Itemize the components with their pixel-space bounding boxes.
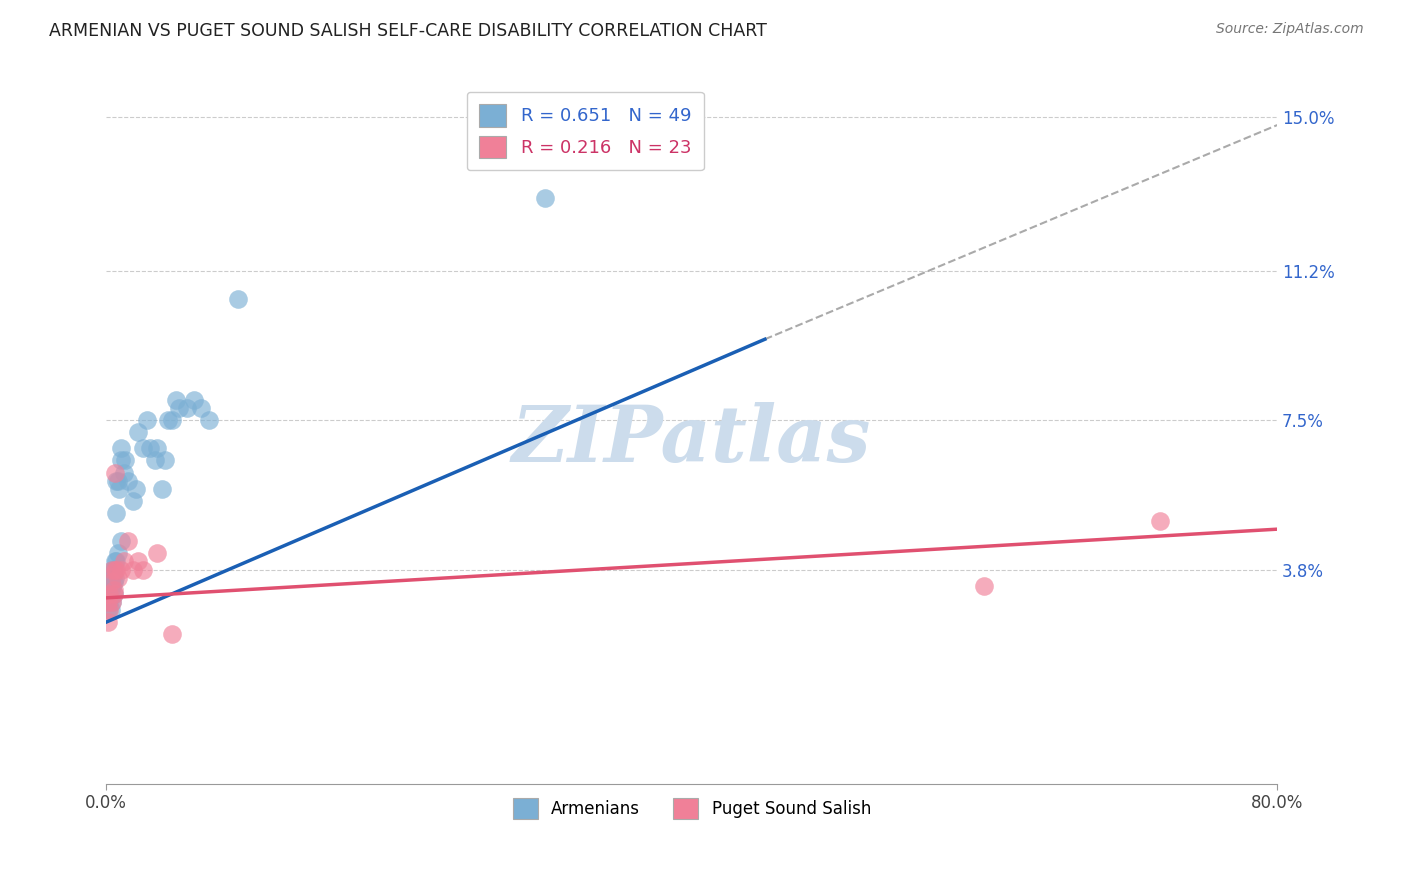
Point xyxy=(104,466,127,480)
Point xyxy=(534,191,557,205)
Point xyxy=(101,595,124,609)
Point xyxy=(98,595,121,609)
Point xyxy=(146,442,169,456)
Point xyxy=(117,534,139,549)
Text: Source: ZipAtlas.com: Source: ZipAtlas.com xyxy=(1216,22,1364,37)
Point xyxy=(160,627,183,641)
Point xyxy=(110,563,132,577)
Point xyxy=(100,574,122,589)
Point xyxy=(110,453,132,467)
Point xyxy=(226,292,249,306)
Point xyxy=(156,413,179,427)
Point xyxy=(114,453,136,467)
Point xyxy=(97,595,120,609)
Point xyxy=(101,563,124,577)
Point xyxy=(107,474,129,488)
Point xyxy=(101,595,124,609)
Text: ARMENIAN VS PUGET SOUND SALISH SELF-CARE DISABILITY CORRELATION CHART: ARMENIAN VS PUGET SOUND SALISH SELF-CARE… xyxy=(49,22,768,40)
Point xyxy=(139,442,162,456)
Point xyxy=(105,563,128,577)
Point xyxy=(104,554,127,568)
Legend: Armenians, Puget Sound Salish: Armenians, Puget Sound Salish xyxy=(506,792,877,825)
Point xyxy=(98,587,121,601)
Point xyxy=(176,401,198,415)
Point xyxy=(107,546,129,560)
Point xyxy=(153,453,176,467)
Point xyxy=(105,554,128,568)
Point xyxy=(169,401,191,415)
Point xyxy=(104,563,127,577)
Point xyxy=(98,587,121,601)
Point xyxy=(103,587,125,601)
Point xyxy=(112,554,135,568)
Point xyxy=(160,413,183,427)
Point xyxy=(101,579,124,593)
Point xyxy=(183,392,205,407)
Point xyxy=(103,587,125,601)
Point xyxy=(121,563,143,577)
Point xyxy=(101,563,124,577)
Point xyxy=(107,571,129,585)
Point xyxy=(103,574,125,589)
Point xyxy=(146,546,169,560)
Point xyxy=(100,582,122,597)
Point xyxy=(143,453,166,467)
Point xyxy=(132,563,155,577)
Point xyxy=(121,494,143,508)
Point xyxy=(98,591,121,605)
Point xyxy=(110,442,132,456)
Point xyxy=(97,603,120,617)
Point xyxy=(105,474,128,488)
Text: ZIPatlas: ZIPatlas xyxy=(512,402,872,479)
Point xyxy=(136,413,159,427)
Point xyxy=(166,392,188,407)
Point xyxy=(1149,514,1171,528)
Point xyxy=(127,425,149,440)
Point xyxy=(97,615,120,629)
Point xyxy=(112,466,135,480)
Point xyxy=(100,603,122,617)
Point xyxy=(101,571,124,585)
Point xyxy=(117,474,139,488)
Point xyxy=(190,401,212,415)
Point xyxy=(132,442,155,456)
Point xyxy=(973,579,995,593)
Point xyxy=(100,574,122,589)
Point xyxy=(103,563,125,577)
Point xyxy=(150,482,173,496)
Point xyxy=(110,534,132,549)
Point xyxy=(127,554,149,568)
Point xyxy=(124,482,146,496)
Point xyxy=(108,482,131,496)
Point xyxy=(104,571,127,585)
Point xyxy=(98,603,121,617)
Point xyxy=(97,595,120,609)
Point xyxy=(103,582,125,597)
Point xyxy=(197,413,219,427)
Point xyxy=(105,506,128,520)
